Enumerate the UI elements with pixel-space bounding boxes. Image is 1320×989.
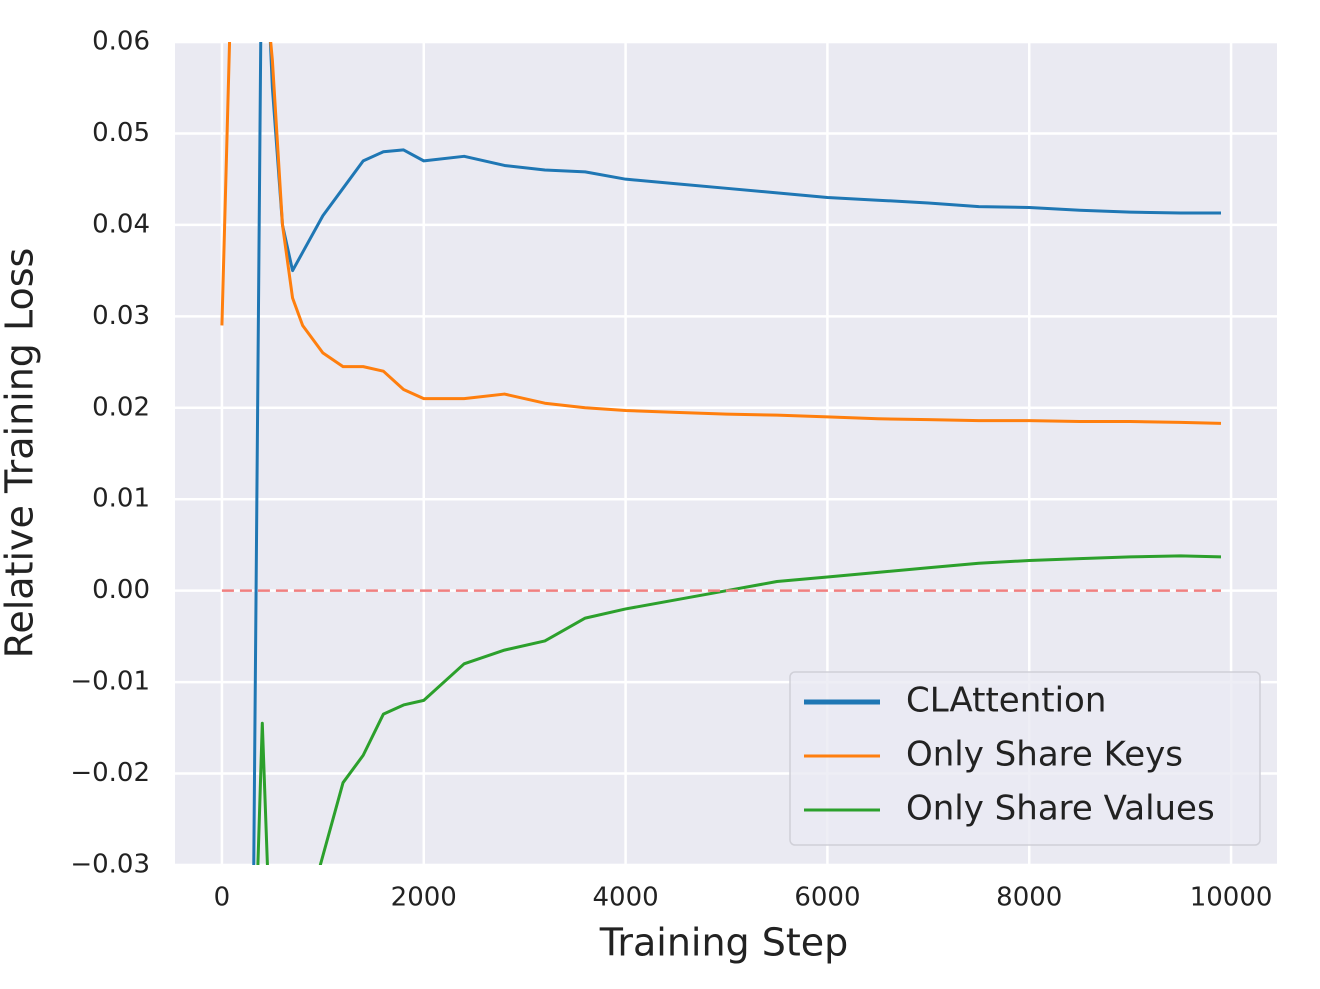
series-line bbox=[252, 42, 1221, 865]
x-tick-label: 2000 bbox=[391, 883, 457, 913]
x-tick-label: 8000 bbox=[996, 883, 1062, 913]
y-tick-label: −0.02 bbox=[70, 758, 150, 788]
y-tick-label: 0.02 bbox=[92, 392, 150, 422]
y-tick-label: 0.05 bbox=[92, 118, 150, 148]
lines bbox=[220, 42, 1222, 865]
legend-label: Only Share Keys bbox=[906, 735, 1183, 775]
x-tick-label: 0 bbox=[214, 883, 231, 913]
series-line bbox=[256, 554, 1222, 865]
axes: −0.03 −0.02 −0.01 0.00 0.01 0.02 0.03 0.04 0.05 0… bbox=[70, 27, 1272, 913]
y-tick-label: 0.03 bbox=[92, 301, 150, 331]
y-tick-label: 0.00 bbox=[92, 575, 150, 605]
y-tick-label: 0.06 bbox=[92, 27, 150, 57]
x-tick-label: 10000 bbox=[1190, 883, 1273, 913]
x-axis-label: Training Step bbox=[599, 921, 849, 965]
grid bbox=[175, 40, 1277, 867]
y-axis-label: Relative Training Loss bbox=[0, 248, 42, 659]
legend: CLAttention Only Share Keys Only Share Val… bbox=[789, 671, 1261, 846]
legend-label: Only Share Values bbox=[906, 789, 1215, 829]
y-tick-label: 0.04 bbox=[92, 209, 150, 239]
y-tick-label: 0.01 bbox=[92, 484, 150, 514]
y-tick-label: −0.03 bbox=[70, 850, 150, 880]
y-tick-label: −0.01 bbox=[70, 667, 150, 697]
series-line bbox=[220, 42, 1222, 425]
legend-box bbox=[789, 671, 1261, 846]
x-tick-label: 6000 bbox=[794, 883, 860, 913]
legend-label: CLAttention bbox=[906, 681, 1106, 721]
x-tick-label: 4000 bbox=[593, 883, 659, 913]
